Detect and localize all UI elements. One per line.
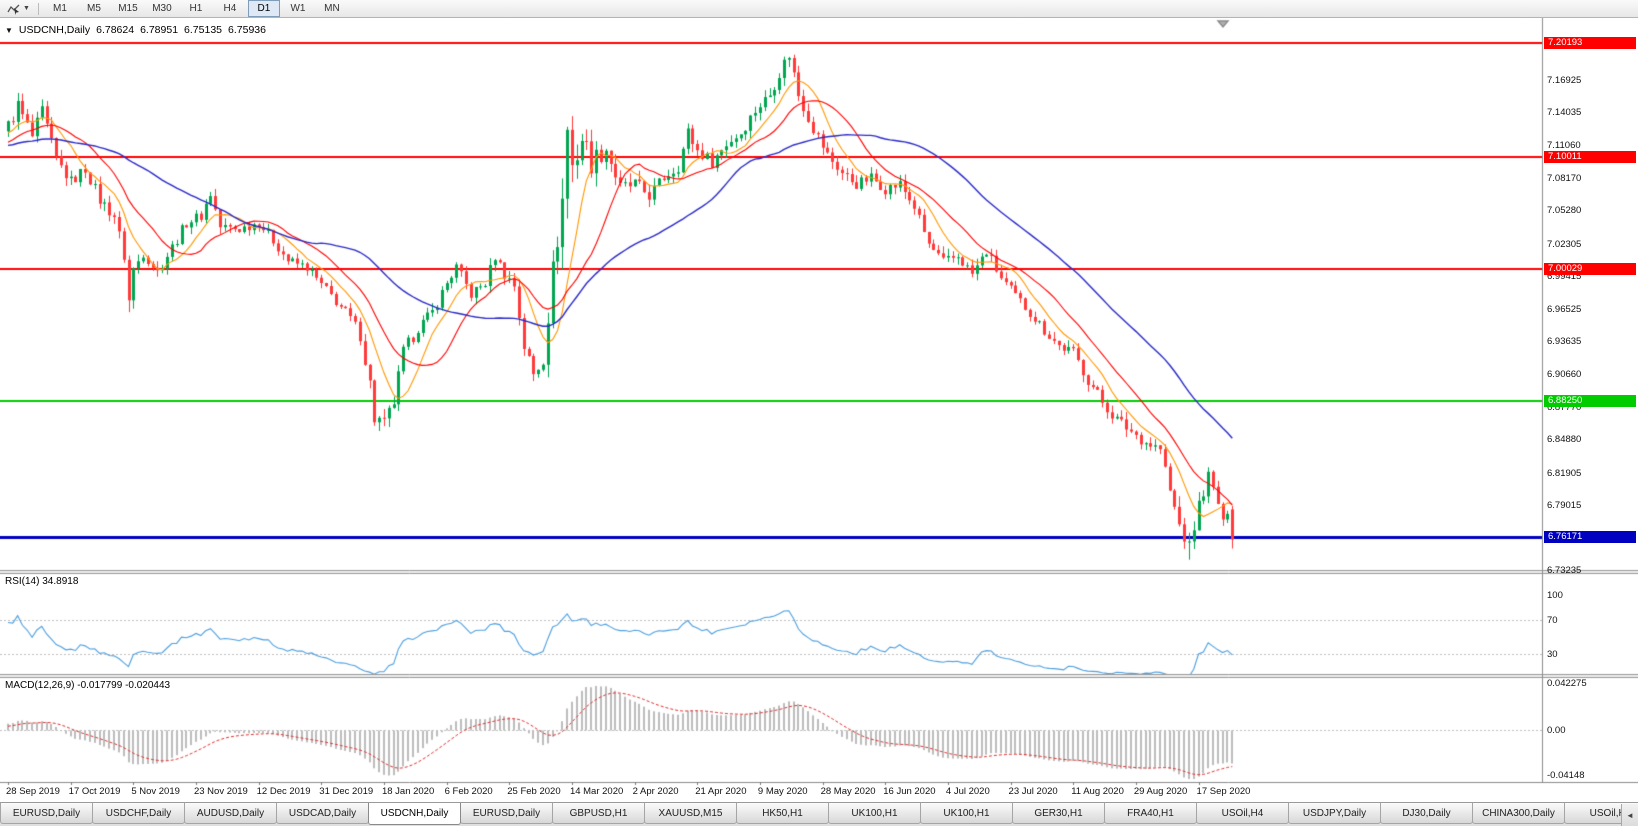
chart-cursor-dropdown[interactable]: ▼ xyxy=(3,1,34,17)
chart-tab-bar: EURUSD,Daily USDCHF,Daily AUDUSD,Daily USDC… xyxy=(0,802,1638,826)
price-tick-label: 6.73235 xyxy=(1547,564,1582,576)
ohlc-close: 6.75936 xyxy=(228,24,266,36)
macd-indicator-label: MACD(12,26,9) -0.017799 -0.020443 xyxy=(5,680,171,691)
chart-tab-usoil-h4[interactable]: USOil,H4 xyxy=(1196,803,1289,824)
date-label: 23 Jul 2020 xyxy=(1008,786,1058,797)
chart-cursor-icon xyxy=(7,4,20,15)
rsi-indicator-label: RSI(14) 34.8918 xyxy=(5,576,79,587)
ohlc-open: 6.78624 xyxy=(96,24,135,36)
price-tick-label: 7.11060 xyxy=(1547,140,1581,152)
date-label: 9 May 2020 xyxy=(757,786,808,797)
price-line-badge: 6.76171 xyxy=(1544,530,1636,543)
rsi-axis[interactable]: 100 70 30 xyxy=(1543,574,1638,674)
chart-tab-hk50-h1[interactable]: HK50,H1 xyxy=(736,803,829,824)
date-label: 17 Oct 2019 xyxy=(68,786,121,797)
date-label: 11 Aug 2020 xyxy=(1071,786,1124,797)
date-label: 23 Nov 2019 xyxy=(193,786,248,797)
price-axis[interactable]: 7.16925 7.14035 7.11060 7.08170 7.05280 7.023… xyxy=(1543,18,1638,576)
price-line-badge: 6.88250 xyxy=(1544,395,1636,408)
date-label: 16 Jun 2020 xyxy=(883,786,936,797)
tab-scroll-left-button[interactable]: ◄ xyxy=(1621,804,1638,826)
price-tick-label: 7.14035 xyxy=(1547,107,1582,119)
chart-tab-xauusd-m15[interactable]: XAUUSD,M15 xyxy=(644,803,737,824)
date-label: 31 Dec 2019 xyxy=(319,786,374,797)
timeframe-toolbar: ▼ M1 M5 M15 M30 H1 H4 D1 W1 MN xyxy=(0,0,1638,18)
price-tick-label: 6.79015 xyxy=(1547,500,1582,511)
chart-tab-gbpusd-h1[interactable]: GBPUSD,H1 xyxy=(552,803,645,824)
chart-title: ▼ USDCNH,Daily 6.78624 6.78951 6.75135 6… xyxy=(5,24,266,36)
date-label: 12 Dec 2019 xyxy=(256,786,311,797)
price-tick-label: 6.96525 xyxy=(1547,303,1582,315)
timeframe-button-m30[interactable]: M30 xyxy=(152,3,172,14)
time-axis[interactable]: 28 Sep 2019 17 Oct 2019 5 Nov 2019 23 Nov 2… xyxy=(0,782,1540,802)
date-label: 28 May 2020 xyxy=(820,786,876,797)
chart-tab-fra40-h1[interactable]: FRA40,H1 xyxy=(1104,803,1197,824)
price-line-badge: 7.10011 xyxy=(1544,151,1636,164)
timeframe-button-d1[interactable]: D1 xyxy=(247,0,280,17)
price-line-badge: 7.00029 xyxy=(1544,263,1636,276)
price-chart-canvas[interactable] xyxy=(0,18,1638,802)
date-label: 21 Apr 2020 xyxy=(695,786,747,797)
price-tick-label: 6.93635 xyxy=(1547,335,1582,347)
date-label: 2 Apr 2020 xyxy=(632,786,679,797)
macd-axis[interactable]: 0.042275 0.00 -0.04148 xyxy=(1543,678,1638,782)
timeframe-button-m5[interactable]: M5 xyxy=(86,3,101,14)
timeframe-button-mn[interactable]: MN xyxy=(324,3,340,14)
date-label: 25 Feb 2020 xyxy=(507,786,561,797)
date-label: 18 Jan 2020 xyxy=(381,786,435,797)
price-line-badge: 7.20193 xyxy=(1544,36,1636,49)
chart-tab-usdcnh-daily[interactable]: USDCNH,Daily xyxy=(368,803,461,825)
chart-tab-usoil-h4[interactable]: USOil,H4 xyxy=(1564,803,1638,824)
chart-tab-china300-daily[interactable]: CHINA300,Daily xyxy=(1472,803,1565,824)
date-label: 14 Mar 2020 xyxy=(569,786,624,797)
rsi-scale-label: 30 xyxy=(1547,649,1558,660)
timeframe-button-m15[interactable]: M15 xyxy=(118,3,138,14)
chart-tab-audusd-daily[interactable]: AUDUSD,Daily xyxy=(184,803,277,824)
date-label: 5 Nov 2019 xyxy=(131,786,180,797)
chart-tab-usdjpy-daily[interactable]: USDJPY,Daily xyxy=(1288,803,1381,824)
date-label: 4 Jul 2020 xyxy=(945,786,990,797)
timeframe-buttons: M1 M5 M15 M30 H1 H4 D1 W1 MN xyxy=(43,0,349,17)
chart-tab-uk100-h1[interactable]: UK100,H1 xyxy=(920,803,1013,824)
price-tick-label: 6.81905 xyxy=(1547,467,1582,479)
chart-tab-usdcad-daily[interactable]: USDCAD,Daily xyxy=(276,803,369,824)
chart-tab-uk100-h1[interactable]: UK100,H1 xyxy=(828,803,921,824)
chart-tab-ger30-h1[interactable]: GER30,H1 xyxy=(1012,803,1105,824)
chart-area: ▼ USDCNH,Daily 6.78624 6.78951 6.75135 6… xyxy=(0,18,1638,802)
date-label: 28 Sep 2019 xyxy=(6,786,60,797)
date-label: 17 Sep 2020 xyxy=(1196,786,1251,797)
price-tick-label: 7.08170 xyxy=(1547,172,1582,184)
chart-tab-dj30-daily[interactable]: DJ30,Daily xyxy=(1380,803,1473,824)
price-tick-label: 6.99415 xyxy=(1547,271,1582,283)
rsi-scale-label: 70 xyxy=(1547,615,1558,626)
timeframe-button-h4[interactable]: H4 xyxy=(223,3,237,14)
price-tick-label: 7.02305 xyxy=(1547,238,1582,250)
timeframe-button-h1[interactable]: H1 xyxy=(189,3,203,14)
date-label: 6 Feb 2020 xyxy=(444,786,493,797)
chart-symbol: USDCNH,Daily xyxy=(18,24,91,36)
price-tick-label: 7.16925 xyxy=(1547,74,1582,86)
ohlc-high: 6.78951 xyxy=(140,24,179,36)
price-tick-label: 6.90660 xyxy=(1547,369,1582,381)
chart-tab-eurusd-daily[interactable]: EURUSD,Daily xyxy=(0,803,93,824)
chart-tab-usdchf-daily[interactable]: USDCHF,Daily xyxy=(92,803,185,824)
chart-menu-caret-icon[interactable]: ▼ xyxy=(5,25,13,35)
price-tick-label: 7.05280 xyxy=(1547,205,1582,217)
macd-scale-label: 0.042275 xyxy=(1547,678,1587,689)
macd-scale-label: -0.04148 xyxy=(1547,770,1585,781)
rsi-scale-label: 100 xyxy=(1547,589,1563,601)
price-tick-label: 6.84880 xyxy=(1547,434,1582,446)
timeframe-button-m1[interactable]: M1 xyxy=(52,3,67,14)
timeframe-button-w1[interactable]: W1 xyxy=(290,3,306,14)
ohlc-low: 6.75135 xyxy=(184,24,223,36)
date-label: 29 Aug 2020 xyxy=(1133,786,1188,797)
chart-tab-eurusd-daily[interactable]: EURUSD,Daily xyxy=(460,803,553,824)
toolbar-separator xyxy=(37,2,39,15)
chevron-down-icon: ▼ xyxy=(23,5,30,12)
macd-scale-label: 0.00 xyxy=(1547,725,1566,737)
